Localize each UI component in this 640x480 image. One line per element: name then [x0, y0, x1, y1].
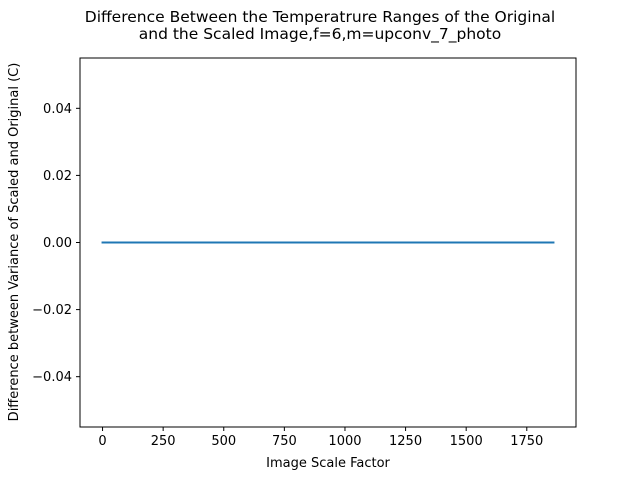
y-axis-label: Difference between Variance of Scaled an…	[7, 63, 22, 422]
y-tick-label: 0.04	[43, 102, 72, 117]
x-tick-label: 0	[98, 434, 106, 449]
x-tick-label: 1000	[328, 434, 361, 449]
x-tick-label: 750	[272, 434, 297, 449]
x-tick-label: 1500	[450, 434, 483, 449]
x-tick-label: 500	[211, 434, 236, 449]
y-tick-label: 0.02	[43, 169, 72, 184]
chart-title-line-1: Difference Between the Temperatrure Rang…	[85, 8, 555, 26]
y-tick-label: −0.02	[32, 303, 72, 318]
x-tick-label: 250	[151, 434, 176, 449]
x-tick-label: 1750	[510, 434, 543, 449]
y-tick-label: 0.00	[43, 236, 72, 251]
chart-title-line-2: and the Scaled Image,f=6,m=upconv_7_phot…	[139, 25, 501, 44]
y-tick-label: −0.04	[32, 370, 72, 385]
x-axis-label: Image Scale Factor	[266, 456, 390, 471]
plot-area: 0 250 500 750 1000 1250 1500 1750 −0.04 −0.02 0.00…	[32, 57, 577, 449]
x-tick-label: 1250	[389, 434, 422, 449]
